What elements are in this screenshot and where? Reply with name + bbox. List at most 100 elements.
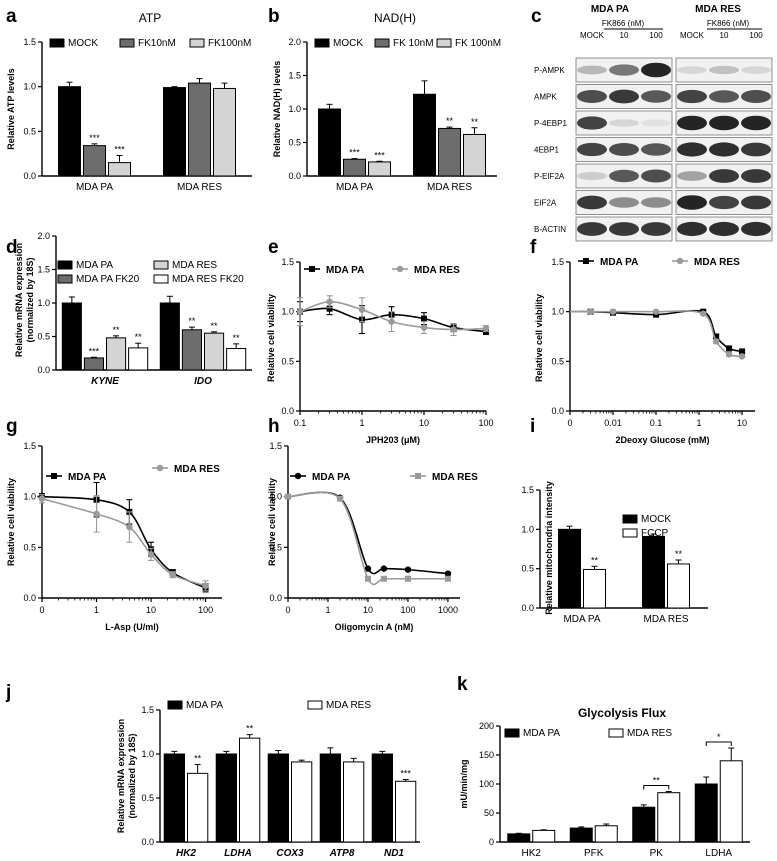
legend-label: MDA RES FK20: [172, 274, 244, 285]
bar: [181, 329, 202, 371]
bar: [368, 161, 391, 177]
blot-band: [577, 172, 607, 180]
blot-band: [677, 195, 707, 210]
chart-j: 0.0 0.5 1.0 1.5 Relative mRNA expression (nor…: [116, 700, 420, 859]
data-point: [147, 551, 155, 558]
legend-label: MDA PA: [76, 260, 113, 271]
category-label: KYNE: [91, 376, 119, 387]
blot-band: [577, 222, 607, 236]
bar: [159, 302, 180, 371]
legend-label: MDA RES: [326, 700, 371, 711]
blot-band: [709, 142, 739, 157]
data-point: [450, 326, 457, 333]
significance-label: ***: [374, 150, 385, 160]
data-point: [725, 351, 733, 358]
data-point: [326, 305, 333, 312]
data-point: [364, 575, 371, 582]
data-point: [738, 353, 746, 360]
blot-band: [641, 90, 671, 103]
y-tick-label: 1.5: [521, 485, 534, 495]
y-tick-label: 0.5: [521, 564, 534, 574]
legend-label: MDA RES: [694, 257, 740, 268]
bar: [163, 753, 186, 843]
bar: [343, 761, 365, 843]
data-point: [404, 566, 412, 573]
y-tick-label: 1.5: [37, 265, 50, 275]
data-point: [169, 571, 176, 578]
blot-band: [741, 221, 771, 237]
blot-band: [641, 197, 671, 208]
panel-label-b: b: [268, 6, 280, 27]
blot-band: [577, 65, 607, 75]
blot-row-label: 4EBP1: [534, 146, 559, 155]
significance-label: ***: [349, 148, 360, 158]
bar: [507, 833, 531, 843]
legend: MOCK FCCP: [622, 514, 671, 539]
data-point: [380, 565, 388, 572]
blot-band: [609, 169, 639, 183]
panel-label-h: h: [268, 416, 280, 437]
lane-label: 100: [649, 31, 663, 40]
bar: [215, 753, 238, 843]
blot-band: [741, 90, 771, 103]
x-tick-label: 0: [285, 605, 290, 615]
y-tick-label: 0.5: [269, 542, 282, 552]
blot-band: [609, 222, 639, 236]
blot-band: [677, 89, 707, 104]
y-axis-label: Relative cell viability: [6, 478, 16, 566]
x-tick-label: 100: [400, 605, 415, 615]
y-tick-label: 0.0: [288, 171, 301, 181]
bar: [213, 87, 236, 177]
blot-band: [709, 115, 739, 131]
bar: [204, 332, 225, 371]
data-point: [364, 565, 372, 572]
x-axis-label: JPH203 (μM): [366, 435, 420, 445]
bar: [594, 825, 618, 843]
y-axis-label: Relative mitochondria intensity: [544, 481, 554, 615]
x-tick-label: 100: [478, 418, 493, 428]
panel-label-i: i: [530, 416, 535, 437]
legend-swatch: [189, 38, 205, 48]
y-axis-label: Relative cell viability: [534, 294, 544, 382]
panel-label-g: g: [6, 416, 18, 437]
data-point: [726, 345, 733, 352]
legend-label: FK100nM: [208, 38, 251, 49]
data-point: [202, 582, 209, 590]
chart-title: NAD(H): [374, 11, 416, 25]
bar: [106, 337, 127, 371]
legend-swatch: [119, 38, 135, 48]
y-tick-label: 0.0: [37, 365, 50, 375]
x-tick-label: 0.1: [650, 418, 663, 428]
chart-k: Glycolysis Flux 0 50 100 150 200 mU/min/mg HK2 P…: [459, 706, 750, 859]
y-axis-label-line2: (normalized by 18S): [127, 733, 137, 818]
blot-band: [709, 169, 739, 183]
chart-title: ATP: [139, 11, 161, 25]
blot-row-label: P-EIF2A: [534, 172, 565, 181]
legend-label: FCCP: [641, 528, 669, 539]
blot-row-label: P-4EBP1: [534, 119, 567, 128]
legend-swatch: [314, 38, 330, 48]
legend: MDA PA MDA RES: [46, 464, 220, 483]
blot-treatment-label: FK866 (nM): [602, 19, 645, 28]
legend-swatch: [436, 38, 452, 48]
blot-row-label: AMPK: [534, 93, 557, 102]
data-point: [404, 575, 411, 582]
legend-label: MDA RES: [432, 472, 478, 483]
blot-band: [577, 195, 607, 210]
y-tick-label: 0.5: [288, 138, 301, 148]
data-point: [652, 308, 660, 315]
significance-label: **: [446, 116, 454, 126]
legend: MDA PA MDA PA FK20 MDA RES MDA RES FK20: [57, 260, 244, 285]
significance-label: ***: [114, 144, 125, 154]
x-tick-label: 10: [363, 605, 373, 615]
blot-band: [677, 115, 707, 131]
significance-bracket: [705, 741, 732, 747]
panel-label-f: f: [530, 237, 537, 258]
legend-label: MOCK: [641, 514, 671, 525]
significance-label: ***: [400, 769, 411, 779]
blot-band: [677, 171, 707, 181]
bar: [187, 772, 209, 843]
blot-band: [709, 221, 739, 237]
y-tick-label: 0.0: [269, 593, 282, 603]
y-tick-label: 0.0: [23, 593, 36, 603]
